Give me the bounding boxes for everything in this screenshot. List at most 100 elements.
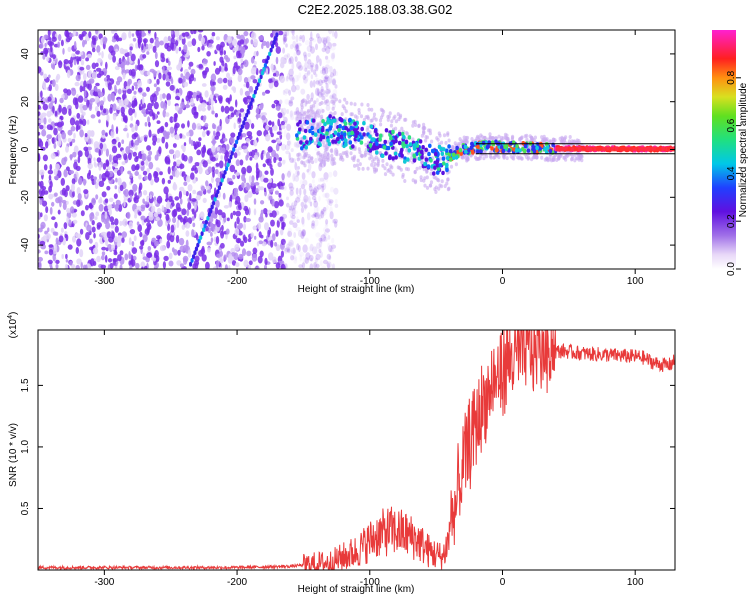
noise-speckle [98,180,105,187]
noise-speckle [228,265,231,269]
noise-speckle [109,107,113,114]
noise-speckle [243,59,249,68]
noise-speckle [255,167,260,176]
noise-speckle [290,96,295,101]
signal-core [476,144,480,150]
noise-speckle [185,175,191,183]
chirp-line-point [250,97,254,103]
noise-speckle [230,112,235,118]
noise-speckle [298,37,302,42]
noise-speckle [213,266,217,269]
noise-speckle [44,42,47,48]
signal-core [371,137,376,142]
noise-speckle [299,251,304,257]
signal-core [445,148,449,153]
noise-speckle [297,229,303,238]
noise-speckle [310,223,315,229]
noise-speckle [321,36,326,44]
signal-core [424,157,429,162]
noise-speckle [303,51,307,58]
signal-core [423,161,427,167]
signal-halo [331,106,335,111]
signal-halo [360,102,364,107]
noise-speckle [80,107,84,114]
noise-speckle [183,142,187,147]
noise-speckle [169,126,174,134]
signal-core [368,134,372,139]
noise-speckle [86,130,93,137]
noise-speckle [203,115,207,121]
signal-core [436,166,441,172]
noise-speckle [173,181,177,190]
signal-core [368,148,373,153]
noise-speckle [72,219,78,224]
signal-halo [350,112,354,117]
signal-halo [437,178,441,183]
noise-speckle [291,35,296,40]
noise-speckle [188,61,194,67]
signal-core [518,148,522,153]
noise-speckle [285,172,289,177]
signal-halo [335,149,339,154]
noise-speckle [205,180,209,187]
signal-halo [422,126,426,131]
noise-speckle [98,164,102,171]
noise-speckle [238,222,243,229]
noise-speckle [248,86,253,93]
noise-speckle [192,91,197,99]
noise-speckle [325,36,331,44]
noise-speckle [331,54,335,62]
noise-speckle [120,106,125,115]
noise-speckle [56,121,63,128]
noise-speckle [39,180,44,189]
noise-speckle [294,56,298,62]
noise-speckle [55,264,59,269]
signal-halo [446,177,450,182]
noise-speckle [299,30,305,33]
noise-speckle [294,256,298,261]
noise-speckle [327,42,333,50]
noise-speckle [69,260,73,266]
noise-speckle [288,99,293,104]
signal-halo [489,136,493,141]
noise-speckle [138,174,142,180]
noise-speckle [264,89,271,94]
noise-speckle [148,121,151,128]
noise-speckle [304,76,309,82]
noise-speckle [152,45,157,53]
noise-speckle [217,77,223,84]
noise-speckle [288,205,293,211]
noise-speckle [293,258,298,264]
noise-speckle [215,199,220,208]
y-tick-label: 0.5 [20,501,31,515]
noise-speckle [154,200,158,205]
noise-speckle [332,30,335,37]
x-tick-label: 100 [627,276,644,287]
signal-core [373,128,378,134]
noise-speckle [313,262,319,269]
signal-core [476,149,480,154]
signal-halo [381,163,385,168]
noise-speckle [254,181,260,186]
noise-speckle [142,92,147,97]
noise-speckle [325,89,331,95]
noise-speckle [216,253,221,259]
noise-speckle [49,41,55,46]
signal-halo [501,154,505,158]
colorbar-tick-label: 0.0 [726,262,737,276]
signal-halo [387,114,391,119]
chirp-line-point [222,173,226,179]
signal-halo [368,152,373,156]
noise-speckle [111,244,115,251]
chirp-line-point [193,250,197,256]
noise-speckle [300,201,305,208]
signal-halo [424,138,428,143]
noise-speckle [327,262,330,269]
noise-speckle [246,95,252,100]
noise-speckle [318,91,322,99]
noise-speckle [327,75,333,84]
noise-speckle [166,240,171,249]
noise-speckle [215,162,220,167]
noise-speckle [306,93,310,101]
chirp-line-point [214,193,219,198]
